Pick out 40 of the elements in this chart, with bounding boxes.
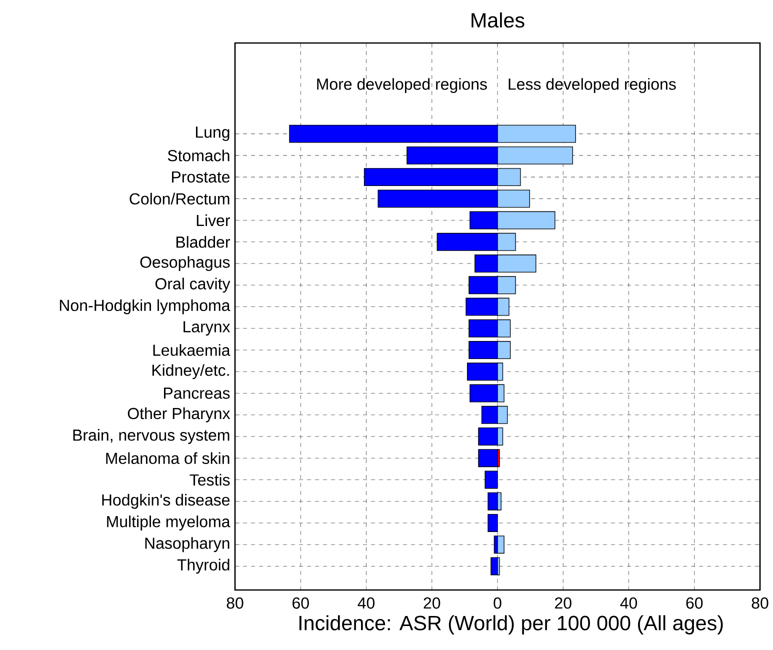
y-tick-label: Non-Hodgkin lymphoma [60, 299, 230, 314]
y-tick-label: Multiple myeloma [107, 516, 230, 530]
x-tick-label: 60 [292, 597, 309, 609]
y-tick-label: Melanoma of skin [106, 452, 230, 464]
y-tick-label: Nasopharyn [145, 537, 230, 552]
x-tick-label: 80 [226, 597, 244, 609]
y-tick-label: Hodgkin's disease [102, 494, 230, 509]
bar [484, 470, 498, 489]
y-tick-label: Testis [190, 474, 230, 486]
x-tick-label: 60 [686, 597, 703, 609]
x-tick-label: 80 [752, 597, 768, 609]
y-tick-label: Stomach [168, 150, 230, 162]
y-tick-label: Thyroid [177, 558, 230, 574]
x-tick-label: 40 [358, 597, 375, 609]
x-tick-label: 20 [424, 597, 440, 609]
bar [488, 492, 498, 510]
y-tick-label: Bladder [176, 236, 230, 248]
bar [478, 449, 498, 468]
y-tick-label: Liver [196, 214, 230, 226]
x-tick-label: 0 [494, 597, 502, 609]
y-tick-label: Oral cavity [155, 278, 230, 293]
chart-title: Males [472, 12, 524, 28]
bar [488, 514, 498, 532]
y-tick-label: Brain, nervous system [73, 429, 230, 444]
y-tick-label: Oesophagus [140, 256, 230, 271]
bar [490, 557, 498, 576]
text: More developed regions [317, 78, 487, 93]
x-tick-label: 40 [620, 597, 638, 609]
x-tick-label: 20 [555, 597, 572, 609]
y-tick-label: Prostate [172, 171, 230, 183]
y-tick-label: Larynx [184, 321, 230, 336]
x-axis-title: Incidence: ASR (World) per 100 000 (All ages) [299, 615, 723, 634]
bar [497, 536, 504, 554]
y-tick-label: Colon/Rectum [130, 192, 230, 205]
text: Less developed regions [508, 78, 676, 93]
y-tick-label: Other Pharynx [128, 407, 230, 422]
y-tick-label: Lung [196, 126, 230, 141]
y-tick-label: Pancreas [164, 388, 230, 399]
y-tick-label: Leukaemia [153, 344, 230, 356]
y-tick-label: Kidney/etc. [152, 364, 229, 380]
